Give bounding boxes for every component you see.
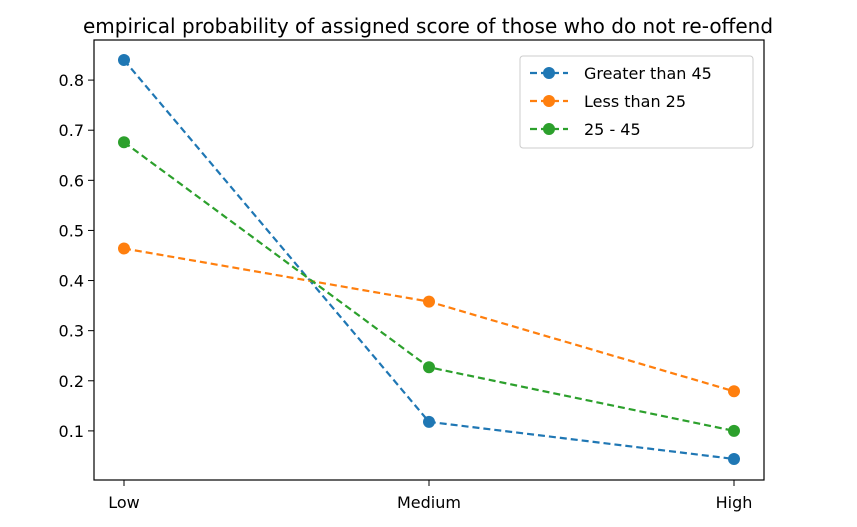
chart-title: empirical probability of assigned score … [83,14,773,38]
x-tick-label: Medium [397,493,461,512]
data-point [118,136,130,149]
legend-marker [543,67,555,79]
legend-label: Greater than 45 [584,64,712,83]
y-tick-label: 0.4 [59,272,84,291]
legend: Greater than 45 Less than 25 25 - 45 [519,55,754,149]
series-2 [118,136,740,437]
series-layer [118,54,740,465]
data-point [423,415,435,428]
legend-item: Less than 25 [530,92,686,111]
y-tick-label: 0.5 [59,221,84,240]
legend-item: Greater than 45 [530,64,712,83]
series-0 [118,54,740,465]
data-point [423,361,435,374]
data-point [118,242,130,255]
legend-label: Less than 25 [584,92,686,111]
y-tick-label: 0.2 [59,372,84,391]
x-tick-label: High [716,493,753,512]
legend-label: 25 - 45 [584,120,641,139]
y-tick-label: 0.3 [59,322,84,341]
x-tick-label: Low [108,493,140,512]
x-axis: Low Medium High [108,480,752,512]
legend-marker [543,123,555,135]
legend-marker [543,95,555,107]
y-tick-label: 0.8 [59,71,84,90]
data-point [728,424,740,437]
y-axis: 0.1 0.2 0.3 0.4 0.5 0.6 0.7 0.8 [59,71,94,441]
series-1 [118,242,740,398]
data-point [728,452,740,465]
legend-item: 25 - 45 [530,120,641,139]
data-point [118,54,130,67]
series-line [123,141,735,432]
data-point [423,295,435,308]
y-tick-label: 0.7 [59,121,84,140]
data-point [728,385,740,398]
legend-box [519,55,754,149]
y-tick-label: 0.6 [59,171,84,190]
y-tick-label: 0.1 [59,422,84,441]
